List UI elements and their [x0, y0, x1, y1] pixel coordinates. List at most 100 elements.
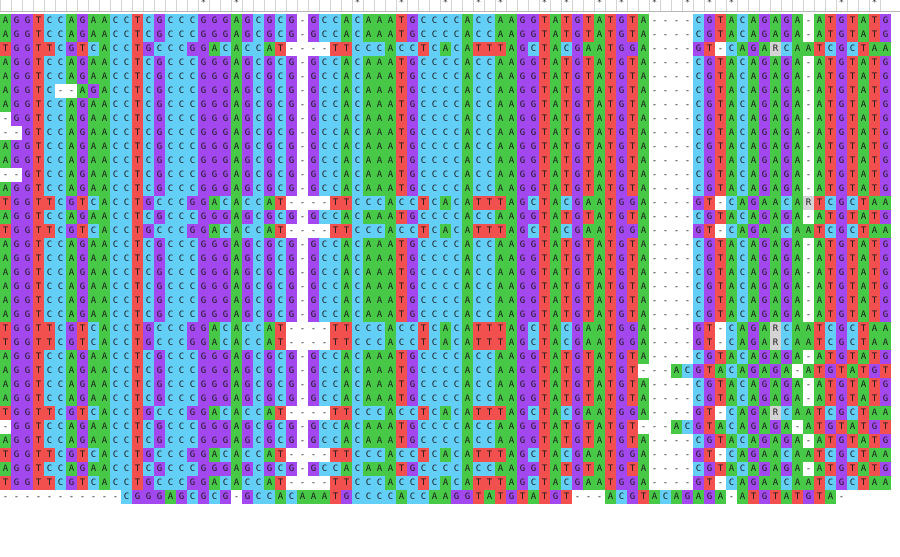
base-cell[interactable]: G — [154, 462, 165, 476]
base-cell[interactable]: G — [286, 378, 297, 392]
base-cell[interactable]: A — [374, 210, 385, 224]
base-cell[interactable]: G — [198, 266, 209, 280]
base-cell[interactable]: C — [693, 154, 704, 168]
base-cell[interactable]: G — [154, 210, 165, 224]
base-cell[interactable]: C — [253, 266, 264, 280]
base-cell[interactable]: T — [330, 224, 341, 238]
base-cell[interactable]: A — [88, 434, 99, 448]
base-cell[interactable]: C — [473, 378, 484, 392]
base-cell[interactable]: C — [693, 350, 704, 364]
base-cell[interactable]: C — [319, 308, 330, 322]
base-cell[interactable]: G — [286, 238, 297, 252]
base-cell[interactable]: G — [572, 266, 583, 280]
base-cell[interactable]: G — [242, 350, 253, 364]
base-cell[interactable]: A — [385, 294, 396, 308]
base-cell[interactable]: C — [352, 462, 363, 476]
base-cell[interactable]: A — [594, 336, 605, 350]
gap-cell[interactable]: - — [297, 252, 308, 266]
base-cell[interactable]: A — [594, 182, 605, 196]
base-cell[interactable]: A — [770, 378, 781, 392]
base-cell[interactable]: A — [792, 378, 803, 392]
base-cell[interactable]: A — [462, 462, 473, 476]
base-cell[interactable]: A — [748, 308, 759, 322]
base-cell[interactable]: C — [176, 448, 187, 462]
base-cell[interactable]: A — [726, 28, 737, 42]
base-cell[interactable]: C — [121, 364, 132, 378]
base-cell[interactable]: G — [22, 168, 33, 182]
base-cell[interactable]: A — [374, 168, 385, 182]
base-cell[interactable]: G — [528, 154, 539, 168]
base-cell[interactable]: G — [22, 238, 33, 252]
base-cell[interactable]: C — [352, 490, 363, 504]
base-cell[interactable]: G — [704, 490, 715, 504]
base-cell[interactable]: A — [385, 56, 396, 70]
base-cell[interactable]: C — [693, 56, 704, 70]
base-cell[interactable]: G — [286, 56, 297, 70]
base-cell[interactable]: G — [198, 210, 209, 224]
base-cell[interactable]: T — [814, 336, 825, 350]
base-cell[interactable]: T — [396, 154, 407, 168]
base-cell[interactable]: C — [407, 490, 418, 504]
base-cell[interactable]: A — [770, 210, 781, 224]
base-cell[interactable]: C — [143, 280, 154, 294]
gap-cell[interactable]: - — [297, 448, 308, 462]
base-cell[interactable]: A — [506, 308, 517, 322]
base-cell[interactable]: A — [748, 238, 759, 252]
base-cell[interactable]: T — [561, 364, 572, 378]
base-cell[interactable]: G — [209, 378, 220, 392]
base-cell[interactable]: T — [539, 196, 550, 210]
base-cell[interactable]: C — [110, 252, 121, 266]
base-cell[interactable]: T — [330, 196, 341, 210]
base-cell[interactable]: A — [792, 42, 803, 56]
base-cell[interactable]: G — [880, 168, 891, 182]
base-cell[interactable]: A — [363, 378, 374, 392]
gap-cell[interactable]: - — [671, 98, 682, 112]
base-cell[interactable]: C — [440, 294, 451, 308]
base-cell[interactable]: G — [198, 476, 209, 490]
base-cell[interactable]: G — [264, 308, 275, 322]
base-cell[interactable]: G — [209, 252, 220, 266]
base-cell[interactable]: A — [88, 238, 99, 252]
base-cell[interactable]: A — [0, 266, 11, 280]
base-cell[interactable]: T — [825, 294, 836, 308]
base-cell[interactable]: G — [308, 14, 319, 28]
gap-cell[interactable]: - — [33, 490, 44, 504]
base-cell[interactable]: G — [209, 70, 220, 84]
base-cell[interactable]: T — [539, 308, 550, 322]
base-cell[interactable]: C — [363, 42, 374, 56]
base-cell[interactable]: C — [110, 14, 121, 28]
base-cell[interactable]: C — [693, 28, 704, 42]
base-cell[interactable]: T — [77, 196, 88, 210]
base-cell[interactable]: G — [880, 238, 891, 252]
base-cell[interactable]: A — [0, 434, 11, 448]
base-cell[interactable]: G — [781, 294, 792, 308]
base-cell[interactable]: A — [231, 462, 242, 476]
base-cell[interactable]: T — [814, 224, 825, 238]
base-cell[interactable]: G — [286, 112, 297, 126]
base-cell[interactable]: A — [341, 350, 352, 364]
gap-cell[interactable]: - — [660, 238, 671, 252]
base-cell[interactable]: A — [374, 140, 385, 154]
base-cell[interactable]: T — [396, 210, 407, 224]
base-cell[interactable]: C — [330, 266, 341, 280]
base-cell[interactable]: C — [484, 154, 495, 168]
base-cell[interactable]: A — [462, 182, 473, 196]
base-cell[interactable]: T — [132, 252, 143, 266]
base-cell[interactable]: G — [198, 112, 209, 126]
base-cell[interactable]: A — [341, 434, 352, 448]
base-cell[interactable]: G — [341, 490, 352, 504]
base-cell[interactable]: C — [737, 378, 748, 392]
base-cell[interactable]: A — [385, 420, 396, 434]
base-cell[interactable]: G — [748, 420, 759, 434]
base-cell[interactable]: A — [374, 350, 385, 364]
base-cell[interactable]: G — [220, 56, 231, 70]
base-cell[interactable]: T — [715, 252, 726, 266]
base-cell[interactable]: T — [132, 154, 143, 168]
base-cell[interactable]: T — [748, 490, 759, 504]
base-cell[interactable]: C — [44, 28, 55, 42]
gap-cell[interactable]: - — [649, 238, 660, 252]
base-cell[interactable]: G — [264, 14, 275, 28]
base-cell[interactable]: T — [847, 294, 858, 308]
